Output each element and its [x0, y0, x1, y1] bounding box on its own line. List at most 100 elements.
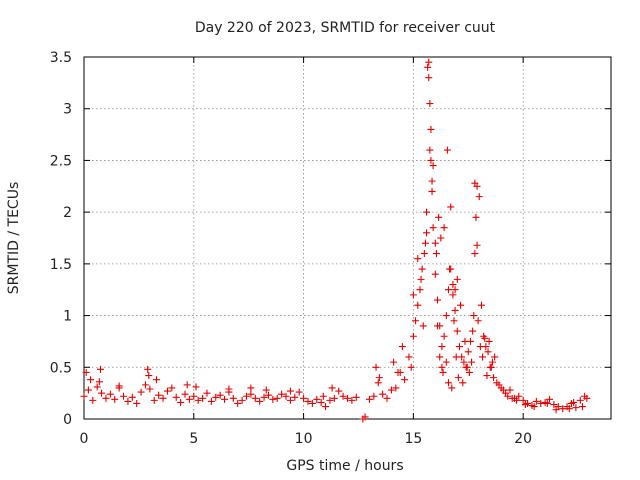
data-point — [449, 281, 457, 289]
data-point — [124, 397, 132, 405]
data-point — [304, 397, 312, 405]
data-point — [141, 381, 149, 389]
data-point — [361, 413, 369, 421]
data-point — [80, 392, 88, 400]
data-point — [450, 317, 458, 325]
data-point — [521, 401, 529, 409]
data-point — [468, 358, 476, 366]
data-point — [495, 381, 503, 389]
data-point — [427, 125, 435, 133]
data-point — [300, 394, 308, 402]
data-point — [472, 213, 480, 221]
data-point — [559, 405, 567, 413]
data-point — [519, 396, 527, 404]
y-tick-label: 3.5 — [50, 50, 72, 66]
data-point — [429, 162, 437, 170]
data-point — [291, 393, 299, 401]
data-point — [459, 379, 467, 387]
data-point — [421, 239, 429, 247]
data-point — [487, 363, 495, 371]
data-point — [532, 397, 540, 405]
data-point — [530, 403, 538, 411]
data-point — [414, 255, 422, 263]
data-point — [242, 392, 250, 400]
y-tick-label: 1 — [63, 309, 72, 325]
data-point — [390, 358, 398, 366]
data-point — [278, 390, 286, 398]
data-point — [183, 381, 191, 389]
data-point — [504, 392, 512, 400]
data-point — [428, 177, 436, 185]
data-point — [550, 401, 558, 409]
data-point — [155, 391, 163, 399]
data-point — [194, 396, 202, 404]
data-point — [479, 353, 487, 361]
data-point — [515, 392, 523, 400]
data-point — [286, 387, 294, 395]
data-point — [428, 187, 436, 195]
data-point — [251, 394, 259, 402]
data-point — [471, 250, 479, 258]
data-point — [451, 286, 459, 294]
data-point — [150, 396, 158, 404]
data-point — [375, 374, 383, 382]
data-point — [442, 312, 450, 320]
data-point — [260, 393, 268, 401]
data-point — [423, 208, 431, 216]
data-point — [477, 301, 485, 309]
data-point — [485, 337, 493, 345]
data-point — [475, 193, 483, 201]
data-point — [438, 363, 446, 371]
data-point — [490, 374, 498, 382]
data-point — [461, 337, 469, 345]
data-point — [339, 392, 347, 400]
data-point — [319, 392, 327, 400]
data-point — [330, 394, 338, 402]
data-point — [453, 275, 461, 283]
data-point — [440, 332, 448, 340]
data-point — [192, 383, 200, 391]
data-point — [546, 395, 554, 403]
data-point — [247, 390, 255, 398]
data-point — [425, 58, 433, 66]
data-point — [87, 376, 95, 384]
y-tick-label: 3 — [63, 102, 72, 118]
data-point — [256, 397, 264, 405]
data-point — [570, 398, 578, 406]
data-point — [370, 392, 378, 400]
data-point — [379, 390, 387, 398]
data-point — [488, 358, 496, 366]
x-tick-label: 0 — [80, 431, 89, 447]
data-point — [424, 63, 432, 71]
data-point — [106, 390, 114, 398]
data-point — [82, 368, 90, 376]
data-point — [414, 301, 422, 309]
data-point — [476, 343, 484, 351]
data-point — [247, 384, 255, 392]
data-point — [454, 374, 462, 382]
grid-lines — [84, 57, 611, 419]
data-point — [133, 399, 141, 407]
data-point — [89, 396, 97, 404]
data-point — [392, 384, 400, 392]
data-point — [434, 296, 442, 304]
data-point — [365, 395, 373, 403]
data-point — [474, 317, 482, 325]
data-point — [416, 286, 424, 294]
data-point — [203, 389, 211, 397]
x-tick-label: 10 — [295, 431, 313, 447]
data-point — [443, 146, 451, 154]
data-point — [146, 385, 154, 393]
plot-frame — [83, 56, 612, 420]
data-point — [447, 203, 455, 211]
data-point — [394, 368, 402, 376]
data-point — [449, 291, 457, 299]
data-point — [212, 393, 220, 401]
data-point — [451, 306, 459, 314]
y-tick-label: 2 — [63, 205, 72, 221]
data-point — [144, 365, 152, 373]
data-point — [446, 265, 454, 273]
data-point — [317, 398, 325, 406]
data-point — [168, 384, 176, 392]
